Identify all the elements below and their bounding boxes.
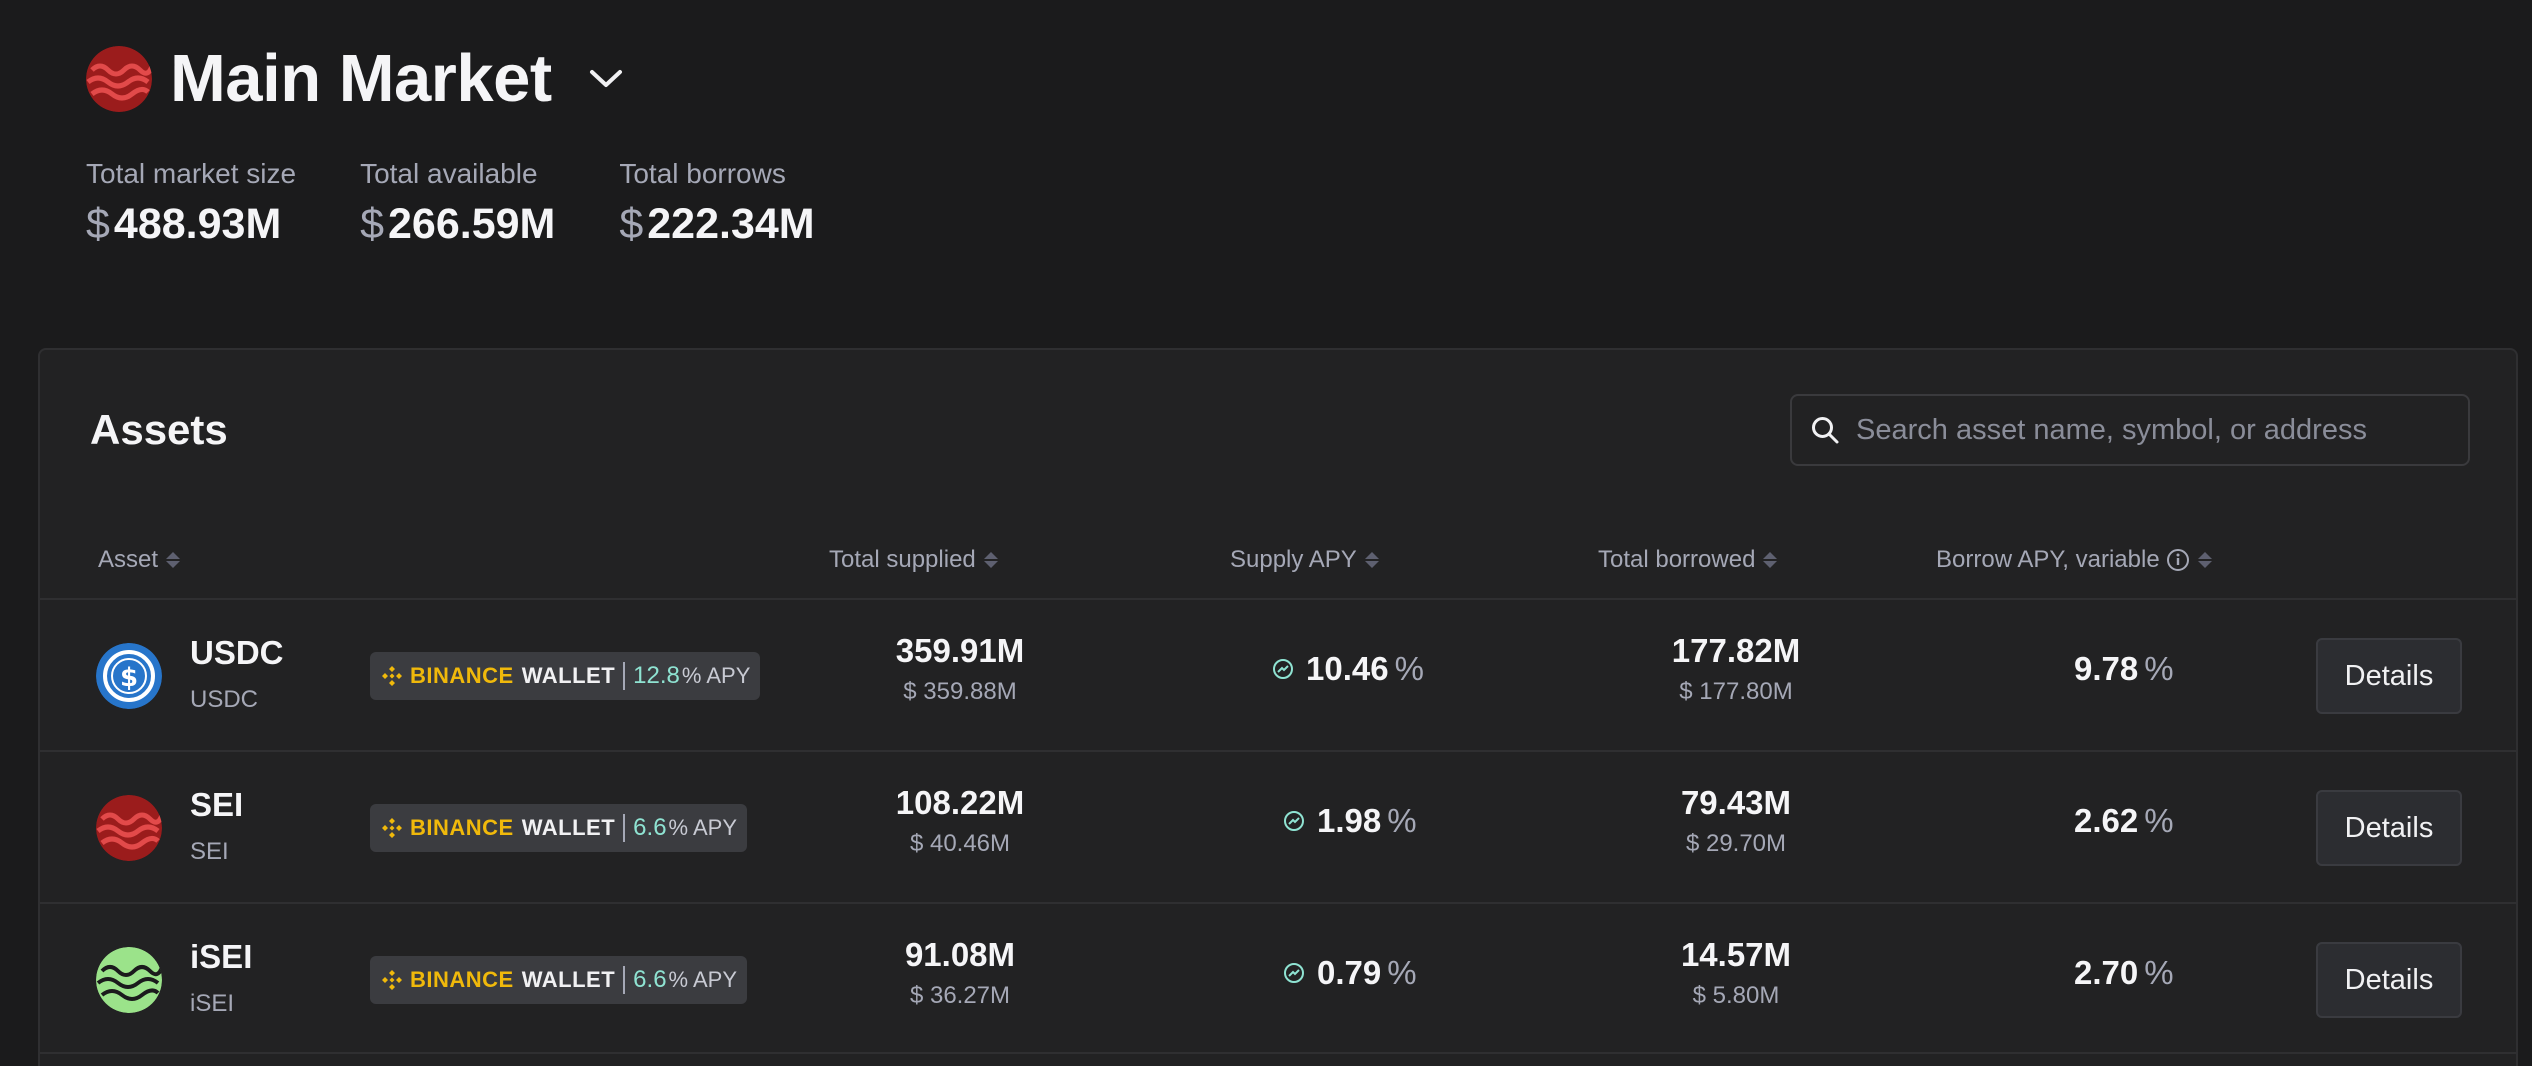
stat-total-borrows: Total borrows $222.34M: [619, 158, 814, 249]
total-borrowed-cell: 79.43M $ 29.70M: [1680, 784, 1792, 857]
binance-wallet-promo-badge[interactable]: BINANCE WALLET 6.6 % APY: [370, 804, 748, 852]
binance-logo-icon: [380, 664, 404, 688]
market-title: Main Market: [170, 41, 552, 116]
stat-value: $222.34M: [619, 200, 815, 248]
asset-symbol: SEI: [190, 838, 229, 865]
asset-search[interactable]: [1790, 394, 2470, 466]
supply-apy-cell: 1.98%: [1283, 802, 1417, 840]
binance-logo-icon: [380, 816, 404, 840]
details-button[interactable]: Details: [2316, 638, 2462, 714]
asset-name: USDC: [190, 634, 284, 671]
assets-panel: Assets Asset Total supplied Supply APY: [38, 348, 2518, 1066]
total-supplied-cell: 108.22M $ 40.46M: [895, 784, 1025, 857]
stat-label: Total available: [360, 158, 538, 189]
stat-total-available: Total available $266.59M: [360, 158, 555, 249]
sort-icon: [166, 552, 181, 568]
sort-icon: [2197, 552, 2212, 568]
assets-title: Assets: [90, 406, 228, 453]
total-borrowed-cell: 177.82M $ 177.80M: [1671, 632, 1801, 705]
total-supplied-cell: 359.91M $ 359.88M: [895, 632, 1025, 705]
stat-value: $488.93M: [86, 200, 282, 248]
search-icon: [1812, 417, 1839, 444]
details-button[interactable]: Details: [2316, 790, 2462, 866]
borrow-apy-cell: 2.62%: [2074, 802, 2174, 839]
details-button[interactable]: Details: [2316, 942, 2462, 1018]
supply-apy-cell: 10.46%: [1272, 650, 1424, 688]
market-header: Main Market: [86, 40, 624, 117]
sei-logo-icon: [86, 45, 152, 112]
table-row[interactable]: SEI SEI BINANCE WALLET 6.6 % APY 108.22M…: [40, 750, 2516, 902]
stat-label: Total market size: [86, 158, 297, 189]
asset-symbol: USDC: [190, 686, 259, 713]
search-input[interactable]: [1856, 413, 2468, 447]
sort-icon: [983, 552, 998, 568]
stat-value: $266.59M: [360, 200, 556, 248]
total-borrowed-cell: 14.57M $ 5.80M: [1680, 936, 1792, 1009]
borrow-apy-cell: 2.70%: [2074, 954, 2174, 991]
isei-icon: [96, 947, 162, 1013]
column-header-asset[interactable]: Asset: [98, 546, 181, 574]
column-header-total-borrowed[interactable]: Total borrowed: [1598, 546, 1778, 574]
asset-rows: $ USDC USDC BINANCE WALLET 12.8 % APY 35…: [40, 598, 2516, 1054]
total-supplied-cell: 91.08M $ 36.27M: [904, 936, 1016, 1009]
market-stats: Total market size $488.93M Total availab…: [86, 158, 879, 249]
info-icon[interactable]: [2166, 548, 2190, 572]
sort-icon: [1364, 552, 1379, 568]
table-header: Asset Total supplied Supply APY Total bo…: [40, 546, 2516, 586]
stat-label: Total borrows: [619, 158, 786, 189]
table-row[interactable]: iSEI iSEI BINANCE WALLET 6.6 % APY 91.08…: [40, 902, 2516, 1054]
supply-apy-cell: 0.79%: [1283, 954, 1417, 992]
column-header-borrow-apy[interactable]: Borrow APY, variable: [1936, 546, 2212, 574]
binance-wallet-promo-badge[interactable]: BINANCE WALLET 12.8 % APY: [370, 652, 761, 700]
incentive-icon[interactable]: [1283, 810, 1305, 832]
column-header-total-supplied[interactable]: Total supplied: [829, 546, 998, 574]
sort-icon: [1763, 552, 1778, 568]
column-header-supply-apy[interactable]: Supply APY: [1230, 546, 1379, 574]
incentive-icon[interactable]: [1283, 962, 1305, 984]
sei-icon: [96, 795, 162, 861]
svg-text:$: $: [120, 663, 138, 693]
binance-logo-icon: [380, 968, 404, 992]
asset-name: SEI: [190, 786, 244, 823]
usdc-icon: $: [96, 643, 162, 709]
asset-symbol: iSEI: [190, 990, 235, 1017]
table-row[interactable]: $ USDC USDC BINANCE WALLET 12.8 % APY 35…: [40, 598, 2516, 750]
asset-name: iSEI: [190, 938, 253, 975]
borrow-apy-cell: 9.78%: [2074, 650, 2174, 687]
incentive-icon[interactable]: [1272, 658, 1294, 680]
stat-total-market-size: Total market size $488.93M: [86, 158, 296, 249]
binance-wallet-promo-badge[interactable]: BINANCE WALLET 6.6 % APY: [370, 956, 748, 1004]
market-selector-chevron-down-icon[interactable]: [588, 61, 624, 97]
